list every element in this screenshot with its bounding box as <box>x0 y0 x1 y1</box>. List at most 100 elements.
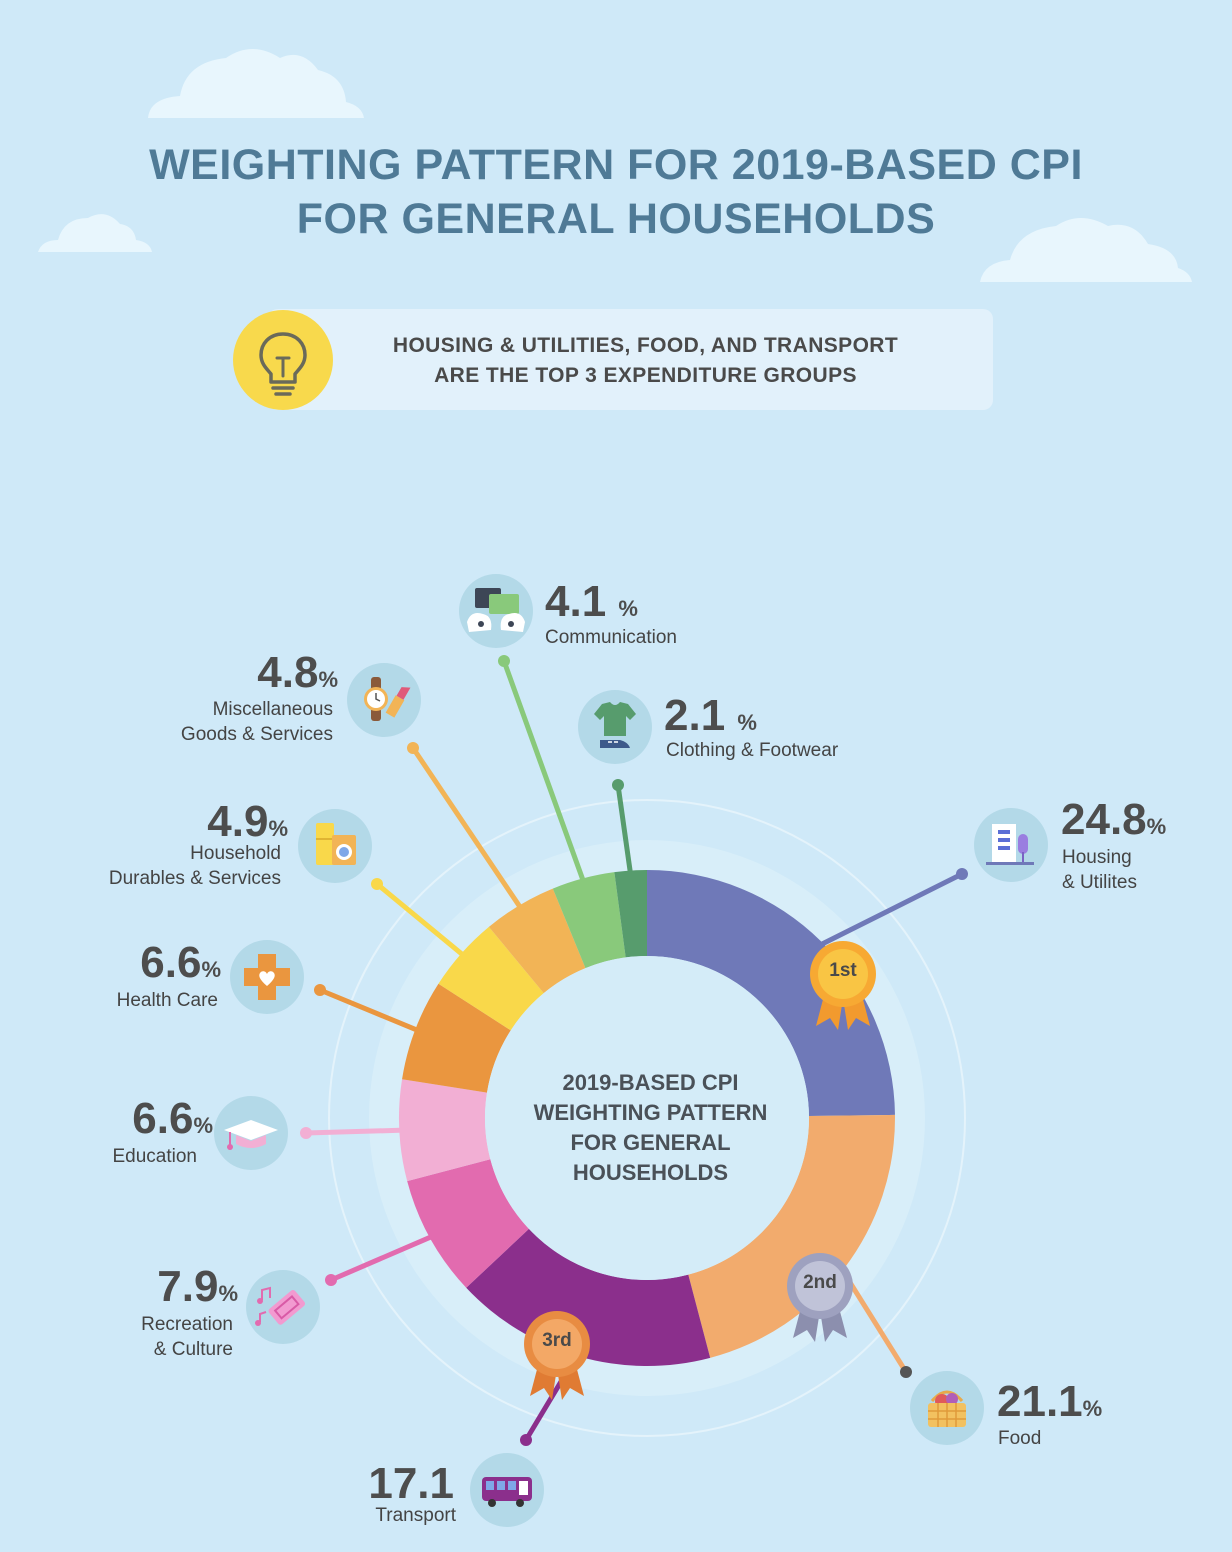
slice-housing <box>647 870 895 1116</box>
value-food-pct: % <box>1082 1396 1103 1421</box>
slice-communication <box>552 872 626 969</box>
housing-icon-circle <box>974 808 1048 882</box>
leader-dot-education <box>300 1127 312 1139</box>
label-education: Education <box>112 1144 197 1169</box>
title-line-2: FOR GENERAL HOUSEHOLDS <box>296 195 936 243</box>
value-housing-number: 24.8 <box>1061 795 1147 844</box>
communication-icon-circle <box>459 574 533 648</box>
label-recreation-line-1: Recreation <box>141 1314 233 1335</box>
rank-badge-1st: 1st <box>808 940 878 1030</box>
insight-line-2: ARE THE TOP 3 EXPENDITURE GROUPS <box>434 364 857 387</box>
basket-icon <box>928 1390 966 1427</box>
value-durables-number: 4.9 <box>207 797 269 846</box>
value-housing-pct: % <box>1146 814 1167 839</box>
value-health: 6.6% <box>140 941 221 992</box>
center-label: 2019-BASED CPI WEIGHTING PATTERN FOR GEN… <box>498 1068 803 1188</box>
value-misc: 4.8% <box>257 651 338 702</box>
rank-badge-3rd: 3rd <box>522 1310 592 1400</box>
rank-badge-2nd: 2nd <box>785 1252 855 1342</box>
label-misc: Miscellaneous Goods & Services <box>181 697 333 747</box>
label-durables-line-2: Durables & Services <box>108 868 281 889</box>
value-food: 21.1% <box>997 1380 1102 1431</box>
value-education-pct: % <box>193 1113 213 1138</box>
label-recreation: Recreation & Culture <box>141 1312 233 1362</box>
health-cross-icon <box>244 954 290 1000</box>
slice-health <box>402 983 511 1093</box>
insight-banner: HOUSING & UTILITIES, FOOD, AND TRANSPORT… <box>268 309 993 410</box>
value-food-number: 21.1 <box>997 1377 1083 1426</box>
leader-line-health <box>319 987 424 1035</box>
value-communication-pct: % <box>618 596 638 621</box>
tshirt-shoe-icon <box>594 702 636 748</box>
outer-halo <box>328 799 966 1437</box>
center-line-3: FOR GENERAL <box>570 1130 731 1155</box>
label-transport-line-1: Transport <box>375 1505 456 1526</box>
slice-misc <box>488 888 586 994</box>
label-housing: Housing & Utilites <box>1062 845 1137 895</box>
chat-icon <box>467 588 525 632</box>
recreation-icon-circle <box>246 1270 320 1344</box>
value-education: 6.6% <box>132 1097 213 1148</box>
page-title: WEIGHTING PATTERN FOR 2019-BASED CPI FOR… <box>0 138 1232 246</box>
value-misc-number: 4.8 <box>257 648 319 697</box>
value-clothing: 2.1 % <box>664 694 757 745</box>
leader-line-misc <box>410 746 526 914</box>
leader-dot-clothing <box>612 779 624 791</box>
label-communication: Communication <box>545 625 677 650</box>
donut-hole <box>485 956 809 1280</box>
leader-dot-transport <box>520 1434 532 1446</box>
label-food-line-1: Food <box>998 1428 1042 1449</box>
lightbulb-icon <box>233 310 333 410</box>
misc-icon-circle <box>347 663 421 737</box>
cloud-right <box>980 218 1192 282</box>
slice-education <box>399 1079 491 1182</box>
rank-label-2nd: 2nd <box>803 1272 837 1293</box>
leader-dot-communication <box>498 655 510 667</box>
value-transport-number: 17.1 <box>368 1459 454 1508</box>
label-health: Health Care <box>117 988 218 1013</box>
center-line-4: HOUSEHOLDS <box>572 1160 729 1185</box>
leader-dot-recreation <box>325 1274 337 1286</box>
education-icon-circle <box>214 1096 288 1170</box>
insight-text: HOUSING & UTILITIES, FOOD, AND TRANSPORT… <box>308 331 983 391</box>
value-clothing-number: 2.1 <box>664 691 726 740</box>
label-misc-line-1: Miscellaneous <box>212 699 333 720</box>
label-education-line-1: Education <box>112 1146 197 1167</box>
clothing-icon-circle <box>578 690 652 764</box>
label-health-line-1: Health Care <box>116 990 218 1011</box>
leader-dot-health <box>314 984 326 996</box>
ticket-icon <box>255 1286 305 1326</box>
leader-line-recreation <box>330 1231 439 1283</box>
label-durables-line-1: Household <box>190 843 281 864</box>
rank-label-3rd: 3rd <box>542 1330 572 1351</box>
label-housing-line-2: & Utilites <box>1062 872 1137 893</box>
cloud-left <box>38 214 152 252</box>
value-misc-pct: % <box>318 667 338 692</box>
center-line-2: WEIGHTING PATTERN <box>533 1100 768 1125</box>
durables-icon-circle <box>298 809 372 883</box>
value-transport: 17.1 <box>368 1462 454 1513</box>
food-icon-circle <box>910 1371 984 1445</box>
health-icon-circle <box>230 940 304 1014</box>
label-transport: Transport <box>375 1503 456 1528</box>
rank-label-1st: 1st <box>829 960 857 981</box>
slice-food <box>688 1114 895 1358</box>
value-recreation-pct: % <box>218 1281 238 1306</box>
slice-recreation <box>407 1159 529 1288</box>
value-durables: 4.9% <box>207 800 288 851</box>
title-line-1: WEIGHTING PATTERN FOR 2019-BASED CPI <box>149 141 1083 189</box>
watch-lipstick-icon <box>364 677 411 721</box>
label-clothing: Clothing & Footwear <box>666 738 838 763</box>
value-housing: 24.8% <box>1061 798 1166 849</box>
value-recreation: 7.9% <box>157 1265 238 1316</box>
label-recreation-line-2: & Culture <box>153 1339 233 1360</box>
leader-line-clothing <box>615 784 634 879</box>
bus-icon <box>482 1477 532 1507</box>
value-communication: 4.1 % <box>545 580 638 631</box>
value-durables-pct: % <box>268 816 288 841</box>
leader-dot-housing <box>956 868 968 880</box>
label-durables: Household Durables & Services <box>109 841 281 891</box>
value-communication-number: 4.1 <box>545 577 607 626</box>
leader-dot-durables <box>371 878 383 890</box>
leader-line-communication <box>501 660 588 887</box>
